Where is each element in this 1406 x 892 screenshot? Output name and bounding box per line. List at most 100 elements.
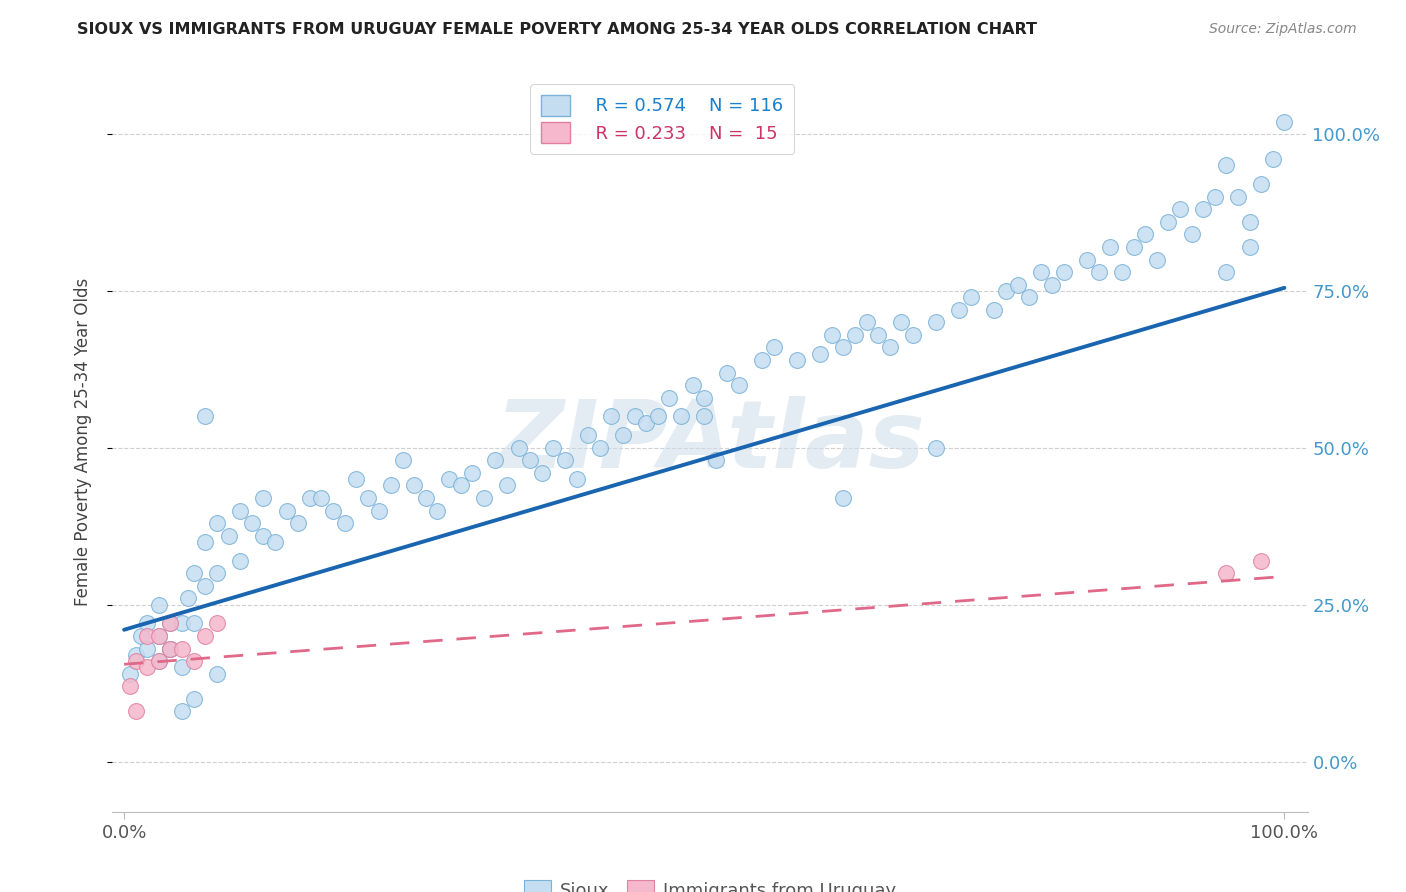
Point (901, 327, 924, 342)
Point (589, 441, 612, 455)
Point (148, 598, 170, 612)
Point (229, 503, 252, 517)
Point (159, 641, 181, 656)
Text: Source: ZipAtlas.com: Source: ZipAtlas.com (1209, 22, 1357, 37)
Point (229, 554, 252, 568)
Point (1215, 265, 1237, 279)
Point (636, 416, 658, 430)
Point (131, 629, 153, 643)
Point (647, 409, 669, 424)
Point (623, 409, 645, 424)
Point (404, 478, 426, 492)
Legend: Sioux, Immigrants from Uruguay: Sioux, Immigrants from Uruguay (516, 872, 904, 892)
Point (682, 378, 704, 392)
Point (925, 315, 948, 329)
Point (264, 535, 287, 549)
Point (344, 472, 367, 486)
Point (391, 453, 413, 467)
Point (368, 503, 391, 517)
Point (183, 616, 205, 631)
Point (508, 441, 530, 455)
Point (1040, 277, 1063, 292)
Point (1122, 240, 1144, 254)
Point (322, 503, 344, 517)
Point (1076, 252, 1098, 267)
Point (554, 453, 576, 467)
Point (437, 472, 460, 486)
Point (600, 409, 623, 424)
Point (576, 428, 599, 442)
Point (194, 409, 217, 424)
Point (1239, 240, 1261, 254)
Point (136, 616, 159, 631)
Point (693, 391, 716, 405)
Point (125, 648, 148, 662)
Point (136, 629, 159, 643)
Point (948, 302, 970, 317)
Text: SIOUX VS IMMIGRANTS FROM URUGUAY FEMALE POVERTY AMONG 25-34 YEAR OLDS CORRELATIO: SIOUX VS IMMIGRANTS FROM URUGUAY FEMALE … (77, 22, 1038, 37)
Point (1215, 159, 1237, 173)
Point (252, 491, 274, 505)
Point (728, 378, 751, 392)
Point (118, 666, 141, 681)
Point (669, 409, 692, 424)
Point (125, 704, 148, 718)
Point (159, 616, 181, 631)
Point (762, 340, 785, 354)
Point (205, 616, 228, 631)
Point (148, 629, 170, 643)
Point (357, 491, 380, 505)
Point (821, 327, 844, 342)
Point (855, 315, 877, 329)
Point (1215, 566, 1237, 581)
Point (194, 629, 217, 643)
Point (543, 441, 565, 455)
Point (1239, 215, 1261, 229)
Point (159, 641, 181, 656)
Point (240, 516, 263, 530)
Point (298, 491, 321, 505)
Point (287, 516, 309, 530)
Point (172, 616, 194, 631)
Point (1087, 265, 1109, 279)
Point (194, 535, 217, 549)
Point (832, 491, 855, 505)
Point (1018, 290, 1040, 304)
Point (1168, 202, 1191, 217)
Point (1204, 190, 1226, 204)
Point (1157, 215, 1180, 229)
Point (136, 660, 159, 674)
Point (148, 654, 170, 668)
Point (960, 290, 983, 304)
Point (879, 340, 901, 354)
Point (333, 516, 356, 530)
Point (136, 641, 159, 656)
Point (472, 491, 495, 505)
Point (183, 691, 205, 706)
Point (1099, 240, 1122, 254)
Point (159, 641, 181, 656)
Point (172, 660, 194, 674)
Point (172, 641, 194, 656)
Point (426, 503, 449, 517)
Point (1261, 152, 1284, 166)
Point (844, 327, 866, 342)
Point (983, 302, 1005, 317)
Point (311, 491, 333, 505)
Point (218, 529, 240, 543)
Point (484, 453, 506, 467)
Point (125, 654, 148, 668)
Point (148, 629, 170, 643)
Point (183, 654, 205, 668)
Point (1180, 227, 1202, 242)
Point (1250, 554, 1272, 568)
Point (808, 347, 831, 361)
Point (519, 453, 541, 467)
Point (205, 516, 228, 530)
Point (183, 566, 205, 581)
Point (159, 616, 181, 631)
Point (1146, 252, 1168, 267)
Point (530, 466, 553, 480)
Point (380, 478, 402, 492)
Point (118, 679, 141, 693)
